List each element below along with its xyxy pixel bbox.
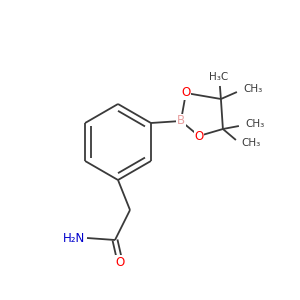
Text: H₃C: H₃C: [209, 72, 229, 82]
Text: CH₃: CH₃: [245, 119, 264, 129]
Text: O: O: [181, 86, 190, 100]
Text: CH₃: CH₃: [241, 138, 260, 148]
Text: H₂N: H₂N: [63, 232, 85, 244]
Text: B: B: [177, 115, 185, 128]
Text: O: O: [116, 256, 124, 268]
Text: O: O: [194, 130, 203, 142]
Text: CH₃: CH₃: [243, 84, 262, 94]
